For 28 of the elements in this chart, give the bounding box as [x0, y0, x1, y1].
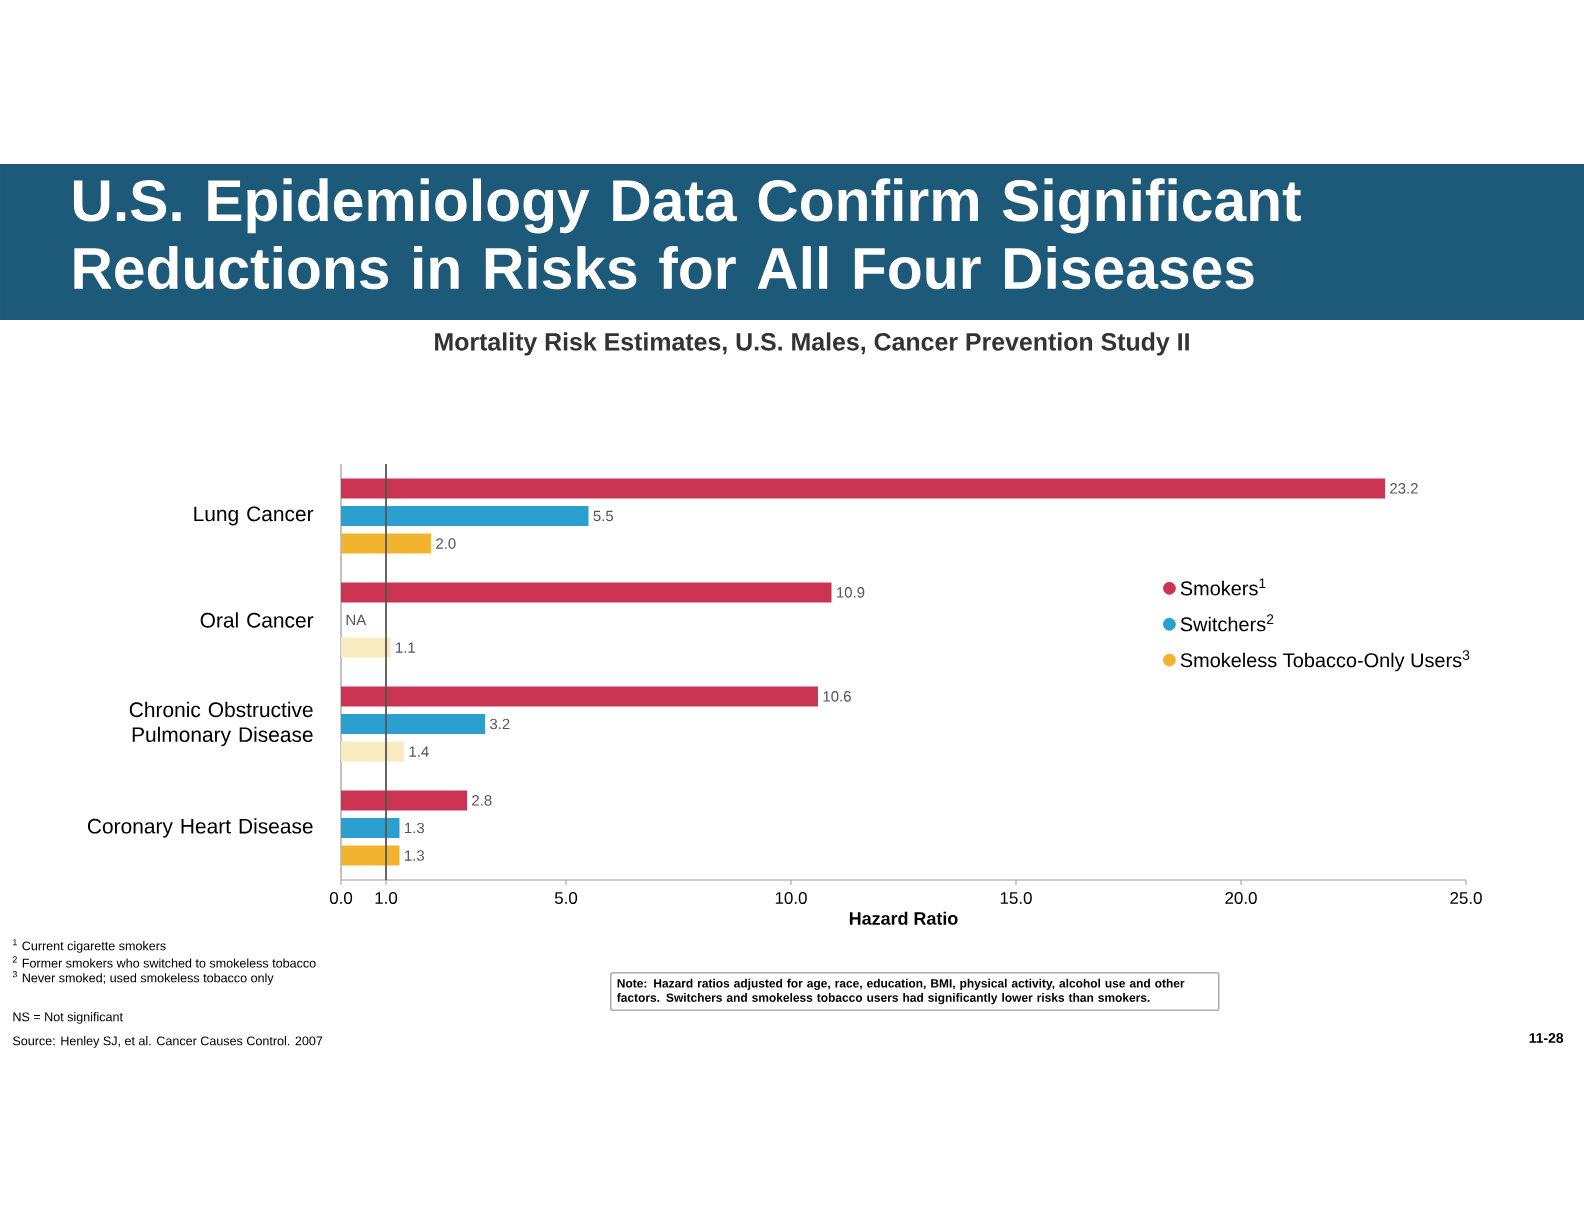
x-tick-label: 0.0: [329, 892, 353, 904]
y-tick-label: Lung Cancer: [194, 506, 314, 526]
bar: [341, 505, 589, 526]
y-tick-label: Coronary Heart Disease: [87, 818, 313, 838]
bar: [341, 713, 486, 734]
chart-subtitle: Mortality Risk Estimates, U.S. Males, Cancer Prevention Study II: [435, 332, 1189, 356]
bar: [341, 741, 405, 762]
x-tick-label: 25.0: [1450, 892, 1482, 904]
legend-label: Smokeless Tobacco-Only Users$^{3}$: [1180, 650, 1470, 672]
x-tick-label: 1.0: [375, 892, 398, 904]
legend-label: Smokers$^{1}$: [1180, 578, 1266, 596]
bar: [341, 582, 832, 603]
x-tick-label: 20.0: [1225, 892, 1257, 904]
chart-title: U.S. Epidemiology Data Confirm Significant Reductions in Risks for All Four Diseases: [73, 178, 1301, 290]
bar: [341, 686, 819, 707]
bar: [341, 637, 391, 658]
x-tick-label: 10.0: [775, 892, 807, 904]
bar: [341, 533, 432, 554]
y-tick-label: Oral Cancer: [200, 612, 314, 628]
bar: [341, 790, 468, 811]
bar: [341, 845, 400, 866]
x-axis-title: Hazard Ratio: [849, 911, 958, 925]
x-tick-label: 15.0: [1000, 892, 1032, 904]
y-tick-label: Chronic Obstructive Pulmonary Disease: [129, 701, 313, 747]
x-tick-label: 5.0: [554, 892, 578, 904]
legend-label: Switchers$^{2}$: [1180, 614, 1274, 632]
bar: [341, 817, 400, 838]
bar: [341, 478, 1386, 499]
